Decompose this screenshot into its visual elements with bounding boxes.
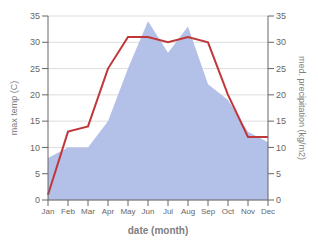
svg-text:Aug: Aug (181, 207, 195, 216)
svg-text:Feb: Feb (61, 207, 75, 216)
svg-text:max temp (C): max temp (C) (9, 81, 19, 136)
svg-text:5: 5 (276, 169, 281, 179)
svg-text:35: 35 (30, 11, 40, 21)
svg-text:Oct: Oct (222, 207, 235, 216)
svg-text:20: 20 (30, 90, 40, 100)
svg-text:Sep: Sep (201, 207, 216, 216)
svg-text:25: 25 (30, 64, 40, 74)
svg-text:Jul: Jul (163, 207, 173, 216)
svg-text:Jan: Jan (42, 207, 55, 216)
svg-text:10: 10 (276, 143, 286, 153)
svg-text:30: 30 (276, 37, 286, 47)
svg-text:25: 25 (276, 64, 286, 74)
svg-text:15: 15 (276, 116, 286, 126)
svg-text:date (month): date (month) (128, 225, 189, 236)
svg-text:Apr: Apr (102, 207, 115, 216)
svg-text:Jun: Jun (142, 207, 155, 216)
svg-text:0: 0 (276, 195, 281, 205)
svg-text:0: 0 (35, 195, 40, 205)
svg-text:med. precipitation (kg/m2): med. precipitation (kg/m2) (297, 56, 307, 160)
svg-text:20: 20 (276, 90, 286, 100)
svg-text:Dec: Dec (261, 207, 275, 216)
svg-text:5: 5 (35, 169, 40, 179)
svg-text:Mar: Mar (81, 207, 95, 216)
svg-text:35: 35 (276, 11, 286, 21)
svg-text:15: 15 (30, 116, 40, 126)
svg-text:10: 10 (30, 143, 40, 153)
svg-text:30: 30 (30, 37, 40, 47)
svg-text:Nov: Nov (241, 207, 255, 216)
svg-text:May: May (120, 207, 135, 216)
